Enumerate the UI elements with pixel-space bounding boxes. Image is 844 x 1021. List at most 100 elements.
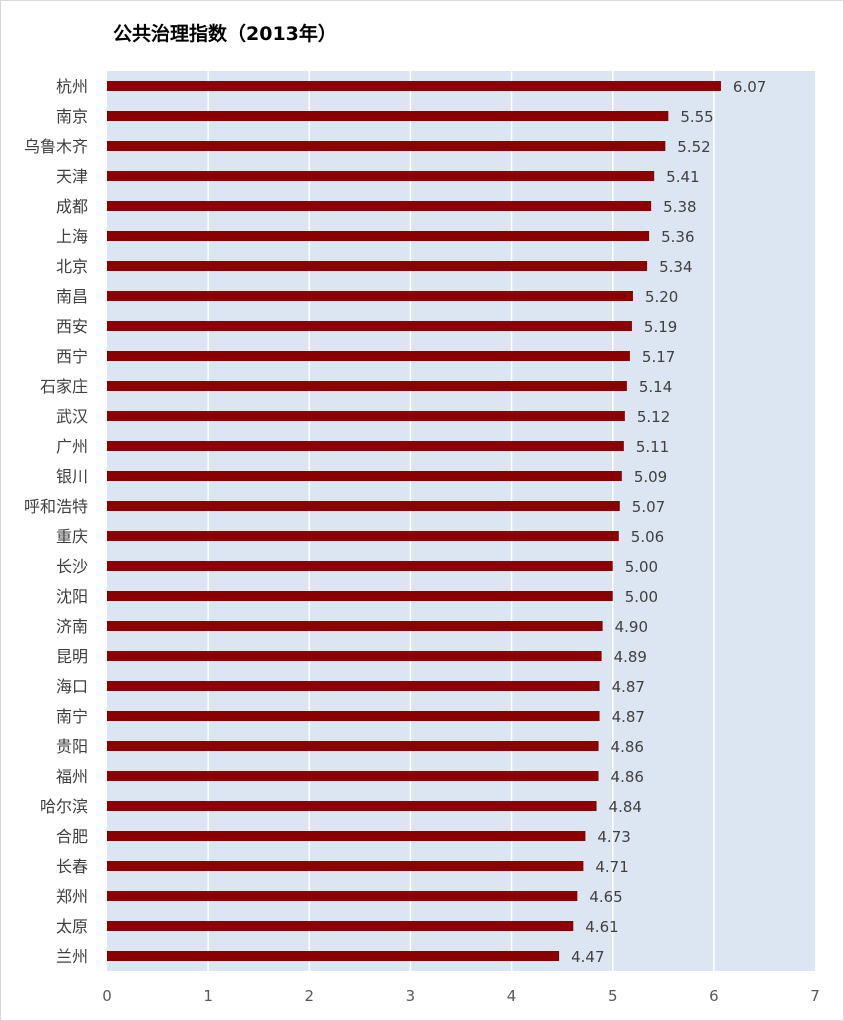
bar bbox=[107, 741, 599, 751]
bar bbox=[107, 171, 655, 181]
category-label: 石家庄 bbox=[40, 377, 88, 396]
category-label: 合肥 bbox=[56, 827, 88, 846]
category-label: 成都 bbox=[56, 197, 88, 216]
category-label: 南京 bbox=[56, 107, 88, 126]
data-label: 4.90 bbox=[615, 618, 648, 636]
bar bbox=[107, 801, 597, 811]
category-label: 天津 bbox=[56, 167, 88, 186]
category-label: 济南 bbox=[56, 617, 88, 636]
bar bbox=[107, 411, 625, 421]
data-label: 5.41 bbox=[666, 168, 699, 186]
category-label: 武汉 bbox=[56, 407, 88, 426]
bar bbox=[107, 381, 627, 391]
data-labels: 6.07 5.55 5.52 5.41 5.38 5.36 5.34 5.20 5.19 5.17… bbox=[571, 78, 766, 966]
data-label: 6.07 bbox=[733, 78, 766, 96]
plot-area bbox=[107, 71, 815, 971]
category-label: 昆明 bbox=[56, 647, 88, 666]
data-label: 5.17 bbox=[642, 348, 675, 366]
data-label: 5.11 bbox=[636, 438, 669, 456]
category-label: 海口 bbox=[56, 677, 88, 696]
chart-title: 公共治理指数（2013年） bbox=[113, 23, 337, 45]
bar bbox=[107, 321, 632, 331]
bar bbox=[107, 831, 586, 841]
bar bbox=[107, 261, 648, 271]
bar bbox=[107, 531, 619, 541]
x-tick-label: 0 bbox=[102, 987, 112, 1005]
category-label: 广州 bbox=[56, 437, 88, 456]
bar bbox=[107, 201, 652, 211]
data-label: 5.09 bbox=[634, 468, 667, 486]
bar bbox=[107, 441, 624, 451]
bar bbox=[107, 771, 599, 781]
bar bbox=[107, 921, 574, 931]
data-label: 5.52 bbox=[677, 138, 710, 156]
data-label: 5.06 bbox=[631, 528, 664, 546]
bar bbox=[107, 951, 560, 961]
bar bbox=[107, 231, 650, 241]
bar bbox=[107, 501, 620, 511]
data-label: 5.38 bbox=[663, 198, 696, 216]
category-label: 太原 bbox=[56, 917, 88, 936]
category-label: 贵阳 bbox=[56, 737, 88, 756]
data-label: 5.00 bbox=[625, 588, 658, 606]
bar bbox=[107, 711, 600, 721]
data-label: 4.89 bbox=[614, 648, 647, 666]
x-tick-label: 1 bbox=[203, 987, 213, 1005]
category-label: 南宁 bbox=[56, 707, 88, 726]
data-label: 4.87 bbox=[612, 678, 645, 696]
category-label: 西安 bbox=[56, 317, 88, 336]
category-label: 北京 bbox=[56, 257, 88, 276]
category-label: 杭州 bbox=[56, 77, 88, 96]
bar bbox=[107, 591, 613, 601]
data-label: 5.00 bbox=[625, 558, 658, 576]
data-label: 5.20 bbox=[645, 288, 678, 306]
bar bbox=[107, 111, 669, 121]
data-label: 5.19 bbox=[644, 318, 677, 336]
data-label: 4.65 bbox=[589, 888, 622, 906]
data-label: 5.07 bbox=[632, 498, 665, 516]
category-label: 郑州 bbox=[56, 887, 88, 906]
data-label: 5.12 bbox=[637, 408, 670, 426]
bar bbox=[107, 81, 721, 91]
data-label: 4.71 bbox=[595, 858, 628, 876]
category-label: 兰州 bbox=[56, 947, 88, 966]
data-label: 4.61 bbox=[585, 918, 618, 936]
category-label: 西宁 bbox=[56, 347, 88, 366]
x-tick-label: 4 bbox=[507, 987, 517, 1005]
data-label: 4.84 bbox=[609, 798, 642, 816]
category-label: 乌鲁木齐 bbox=[24, 137, 88, 156]
category-label: 长沙 bbox=[56, 557, 88, 576]
data-label: 5.36 bbox=[661, 228, 694, 246]
gridlines bbox=[207, 71, 715, 971]
category-label: 南昌 bbox=[56, 287, 88, 306]
x-axis-ticks: 0 1 2 3 4 5 6 7 bbox=[102, 987, 820, 1005]
category-label: 呼和浩特 bbox=[24, 497, 88, 516]
bar bbox=[107, 561, 613, 571]
category-label: 重庆 bbox=[56, 527, 88, 546]
x-tick-label: 5 bbox=[608, 987, 618, 1005]
data-label: 5.14 bbox=[639, 378, 672, 396]
category-label: 上海 bbox=[56, 227, 88, 246]
x-tick-label: 2 bbox=[305, 987, 315, 1005]
data-label: 4.86 bbox=[611, 768, 644, 786]
data-label: 5.55 bbox=[680, 108, 713, 126]
data-label: 4.73 bbox=[597, 828, 630, 846]
category-label: 银川 bbox=[56, 467, 88, 486]
bar bbox=[107, 681, 600, 691]
bar bbox=[107, 651, 602, 661]
category-label: 沈阳 bbox=[56, 587, 88, 606]
bar bbox=[107, 861, 584, 871]
bar bbox=[107, 291, 633, 301]
category-labels: 杭州南京乌鲁木齐天津成都上海北京南昌西安西宁石家庄武汉广州银川呼和浩特重庆长沙沈… bbox=[24, 77, 88, 966]
category-label: 哈尔滨 bbox=[40, 797, 88, 816]
x-tick-label: 3 bbox=[406, 987, 416, 1005]
bar bbox=[107, 141, 666, 151]
bar bbox=[107, 471, 622, 481]
data-label: 4.86 bbox=[611, 738, 644, 756]
data-label: 4.87 bbox=[612, 708, 645, 726]
data-label: 5.34 bbox=[659, 258, 692, 276]
x-tick-label: 6 bbox=[709, 987, 719, 1005]
x-tick-label: 7 bbox=[810, 987, 820, 1005]
bar bbox=[107, 351, 630, 361]
